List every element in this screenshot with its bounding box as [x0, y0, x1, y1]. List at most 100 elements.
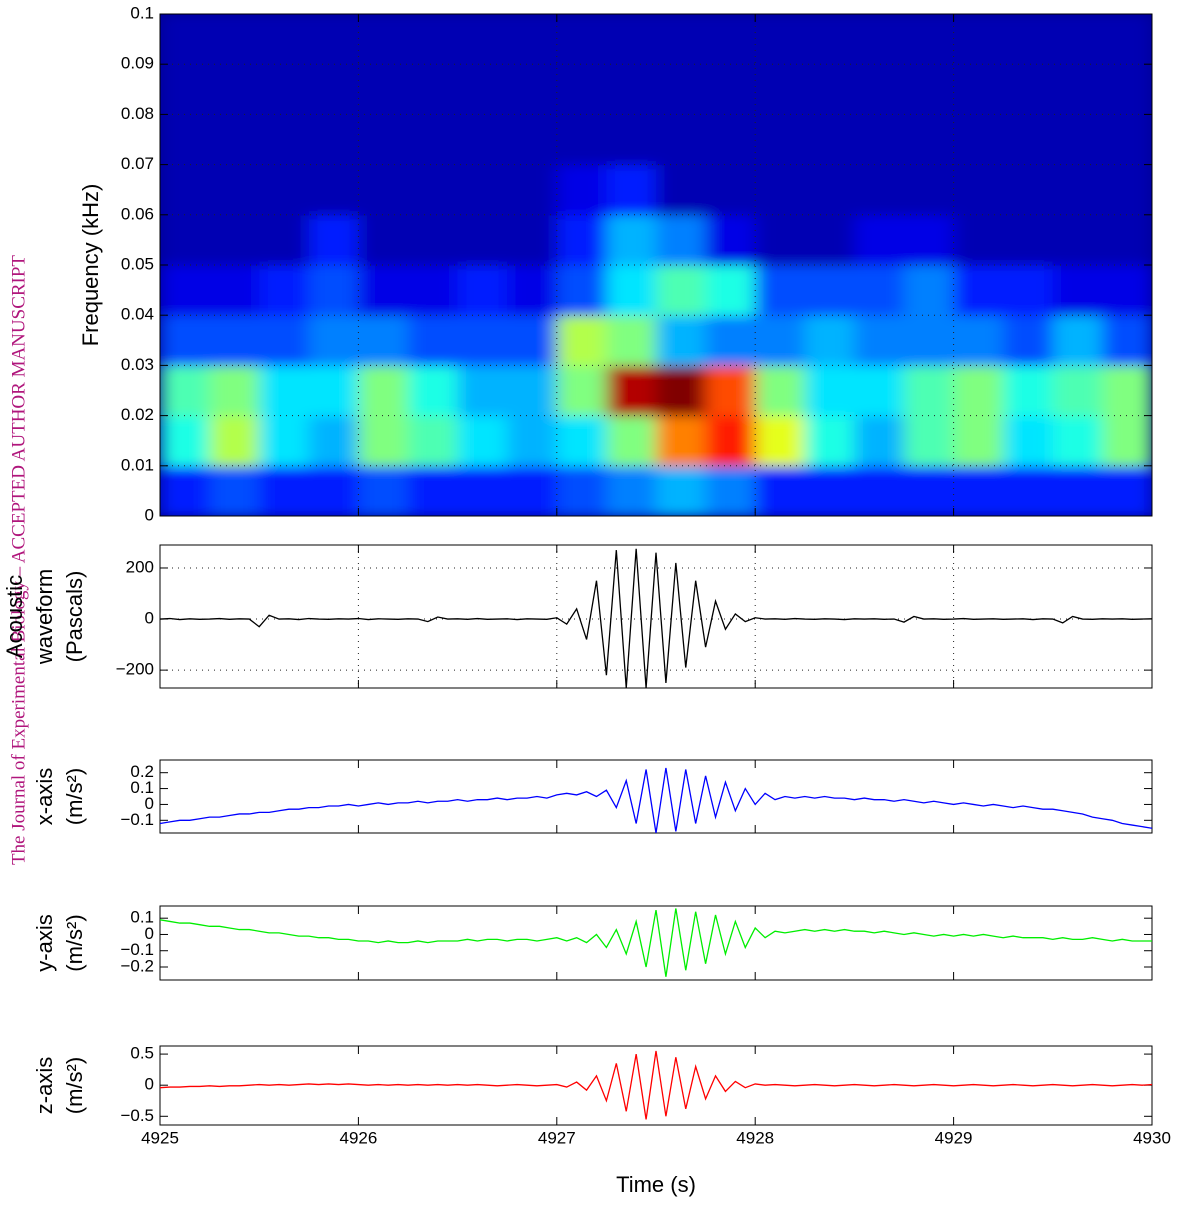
- heatmap-cell: [358, 465, 409, 516]
- y-tick-label: 0.5: [130, 1044, 154, 1063]
- heatmap-cell: [209, 315, 260, 366]
- heatmap-cell: [259, 14, 310, 65]
- heatmap-cell: [308, 64, 359, 115]
- waveform-line: [160, 767, 1152, 833]
- heatmap-cell: [656, 265, 707, 316]
- heatmap-cell: [1102, 465, 1152, 516]
- heatmap-cell: [1102, 315, 1152, 366]
- heatmap-cell: [1102, 415, 1152, 467]
- heatmap-cell: [1003, 214, 1054, 266]
- heatmap-cell: [160, 315, 211, 366]
- heatmap-cell: [804, 214, 855, 266]
- waveform-line: [160, 1050, 1152, 1120]
- heatmap-cell: [408, 465, 459, 516]
- y-axis-label: (Pascals): [62, 571, 87, 663]
- y-tick-label: 200: [126, 557, 154, 576]
- heatmap-cell: [507, 64, 558, 115]
- heatmap-cell: [160, 265, 211, 316]
- y-tick-label: 0: [145, 505, 154, 524]
- heatmap-cell: [358, 265, 409, 316]
- heatmap-cell: [1003, 365, 1054, 417]
- heatmap-cell: [209, 14, 260, 65]
- heatmap-cell: [507, 214, 558, 266]
- y-axis-label: waveform: [32, 569, 57, 665]
- heatmap-cell: [556, 114, 607, 166]
- heatmap-cell: [755, 14, 806, 65]
- heatmap-cell: [854, 64, 905, 115]
- heatmap-cell: [606, 365, 657, 417]
- heatmap-cell: [953, 164, 1004, 216]
- heatmap-cell: [1003, 465, 1054, 516]
- heatmap-cell: [1052, 465, 1103, 516]
- heatmap-cell: [507, 164, 558, 216]
- heatmap-cell: [804, 64, 855, 115]
- y-axis-label: Frequency (kHz): [78, 184, 103, 347]
- heatmap-cell: [953, 365, 1004, 417]
- heatmap-cell: [209, 465, 260, 516]
- heatmap-cell: [160, 415, 211, 467]
- heatmap-cell: [408, 14, 459, 65]
- heatmap-cell: [259, 265, 310, 316]
- y-axis-label: (m/s²): [62, 914, 87, 971]
- heatmap-cell: [358, 214, 409, 266]
- y-axis-label: Acoustic: [2, 575, 27, 658]
- heatmap-cell: [953, 14, 1004, 65]
- heatmap-cell: [308, 415, 359, 467]
- y-tick-label: 0.2: [130, 762, 154, 781]
- y-tick-label: 0.08: [121, 104, 154, 123]
- heatmap-cell: [209, 114, 260, 166]
- x-tick-label: 4930: [1133, 1128, 1171, 1147]
- heatmap-cell: [755, 214, 806, 266]
- heatmap-cell: [1003, 14, 1054, 65]
- heatmap-cell: [656, 415, 707, 467]
- heatmap-cell: [358, 164, 409, 216]
- heatmap-cell: [755, 415, 806, 467]
- heatmap-cell: [507, 265, 558, 316]
- heatmap-cell: [705, 415, 756, 467]
- heatmap-cell: [904, 465, 955, 516]
- y-axis-label: z-axis: [32, 1057, 57, 1114]
- x-tick-label: 4925: [141, 1128, 179, 1147]
- heatmap-cell: [1102, 265, 1152, 316]
- heatmap-cell: [160, 164, 211, 216]
- heatmap-cell: [705, 315, 756, 366]
- heatmap-cell: [656, 164, 707, 216]
- heatmap-cell: [259, 214, 310, 266]
- y-tick-label: 0: [145, 924, 154, 943]
- heatmap-cell: [358, 64, 409, 115]
- heatmap-cell: [904, 164, 955, 216]
- y-tick-label: 0.07: [121, 154, 154, 173]
- heatmap-cell: [1052, 415, 1103, 467]
- heatmap-cell: [457, 14, 508, 65]
- heatmap-cell: [1003, 315, 1054, 366]
- heatmap-cell: [606, 64, 657, 115]
- x-tick-label: 4929: [935, 1128, 973, 1147]
- y-tick-label: 0.06: [121, 204, 154, 223]
- heatmap-cell: [556, 14, 607, 65]
- heatmap-cell: [1052, 14, 1103, 65]
- heatmap-cell: [457, 164, 508, 216]
- heatmap-cell: [1052, 315, 1103, 366]
- y-tick-label: 0.1: [130, 908, 154, 927]
- axes-box: [159, 13, 1153, 517]
- heatmap-cell: [1052, 114, 1103, 166]
- y-tick-label: 0: [145, 794, 154, 813]
- heatmap-cell: [408, 265, 459, 316]
- heatmap-cell: [606, 14, 657, 65]
- heatmap-cell: [408, 214, 459, 266]
- y-tick-label: 0.09: [121, 54, 154, 73]
- heatmap-cell: [160, 64, 211, 115]
- heatmap-cell: [308, 265, 359, 316]
- y-axis-label: (m/s²): [62, 768, 87, 825]
- heatmap-cell: [606, 265, 657, 316]
- heatmap-cell: [755, 164, 806, 216]
- heatmap-cell: [606, 315, 657, 366]
- heatmap-cell: [1102, 365, 1152, 417]
- x-axis-label: Time (s): [616, 1172, 696, 1197]
- heatmap-cell: [556, 64, 607, 115]
- axes-box: [159, 759, 1153, 834]
- heatmap-cell: [953, 315, 1004, 366]
- y-tick-label: 0.02: [121, 405, 154, 424]
- heatmap-cell: [854, 365, 905, 417]
- heatmap-cell: [1052, 265, 1103, 316]
